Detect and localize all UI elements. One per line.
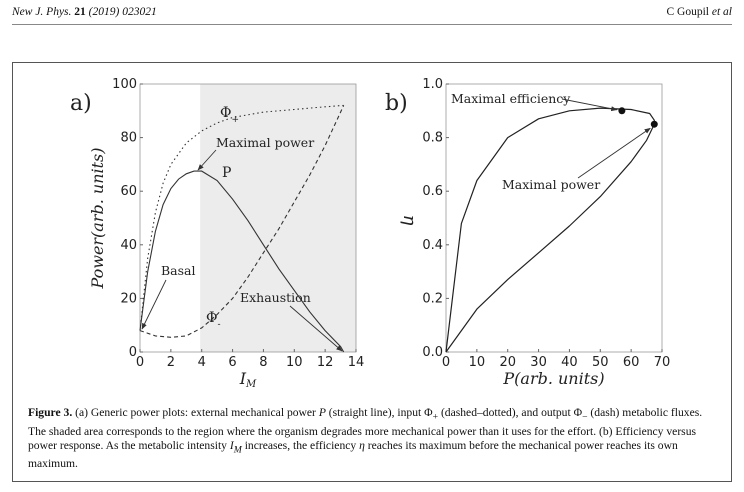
x-tick-label: 40: [561, 355, 578, 370]
y-tick-label: 80: [120, 131, 137, 146]
caption-p: P: [318, 406, 326, 419]
panel-a-axes-frame: [139, 83, 357, 353]
y-tick-label: 20: [120, 291, 137, 306]
panel-b-chart: 0 10 20 30 40 50 60 70 0.0 0.2 0.4 0.6 0.8 1.0 b) P(arb…: [385, 77, 670, 388]
author-name: C Goupil: [666, 6, 710, 18]
annotation-p: P: [222, 165, 231, 181]
x-tick-label: 4: [198, 355, 206, 370]
panel-b-ylabel: η: [399, 215, 420, 226]
header-rule: [12, 24, 732, 25]
x-tick-label: 0: [136, 355, 144, 370]
caption-m: M: [233, 444, 242, 456]
arrow-maximal-power-b: [577, 127, 651, 179]
x-tick-label: 14: [348, 355, 365, 370]
y-tick-label: 0.4: [422, 238, 443, 253]
efficiency-curve: [445, 107, 655, 353]
y-tick-label: 1.0: [422, 77, 443, 92]
y-tick-label: 0.8: [422, 131, 443, 146]
x-tick-label: 10: [286, 355, 303, 370]
page-header: New J. Phys. 21 (2019) 023021 C Goupil e…: [12, 6, 732, 22]
x-tick-label: 10: [469, 355, 486, 370]
caption-text-1: (a) Generic power plots: external mechan…: [72, 406, 319, 419]
caption-text-5: increases, the efficiency: [241, 438, 360, 452]
arrow-basal: [141, 279, 167, 330]
series-line-dashdot: [139, 104, 344, 331]
x-tick-label: 60: [623, 355, 640, 370]
arrow-exhaustion: [289, 305, 343, 352]
y-tick-label: 60: [120, 184, 137, 199]
annotation-maximal-efficiency: Maximal efficiency: [451, 91, 571, 106]
marker-point: [650, 120, 658, 128]
annotation-phi-minus: Φ-: [206, 310, 221, 330]
series-line-dashed: [139, 105, 345, 338]
shaded-region: [200, 84, 356, 352]
annotation-maximal-power-b: Maximal power: [502, 177, 600, 192]
journal-citation: New J. Phys. 21 (2019) 023021: [12, 6, 157, 18]
panel-a-chart: 0 2 4 6 8 10 12 14 0 20 40 60 80 100 a) IM Power(arb. un…: [70, 77, 364, 390]
x-tick-label: 8: [259, 355, 267, 370]
annotation-maximal-power-a: Maximal power: [216, 135, 314, 150]
panel-b-axes-frame: [445, 83, 663, 353]
panel-b-label: b): [385, 91, 408, 116]
caption-minus: −: [582, 411, 588, 423]
caption-i: I: [229, 438, 234, 452]
series-line-solid: [139, 170, 345, 353]
panel-a-label: a): [70, 91, 92, 116]
x-tick-label: 50: [592, 355, 609, 370]
y-tick-label: 0: [129, 345, 137, 360]
journal-year-article: (2019) 023021: [88, 6, 157, 18]
journal-volume: 21: [74, 6, 86, 18]
x-tick-label: 12: [317, 355, 334, 370]
x-tick-label: 30: [530, 355, 547, 370]
caption-eta: η: [359, 438, 365, 452]
arrow-maximal-efficiency: [561, 98, 618, 112]
annotation-exhaustion: Exhaustion: [240, 290, 311, 305]
x-tick-label: 70: [654, 355, 671, 370]
y-tick-label: 0.6: [422, 184, 443, 199]
caption-text-3: (dashed–dotted), and output Φ: [438, 406, 583, 419]
caption-text-6: reaches its maximum before the mechanica…: [28, 438, 678, 471]
y-tick-label: 0.2: [422, 291, 443, 306]
marker-point: [618, 107, 626, 115]
caption-text-2: (straight line), input Φ: [325, 406, 433, 419]
x-tick-label: 6: [228, 355, 236, 370]
y-tick-label: 100: [112, 77, 137, 92]
figure-caption: Figure 3. (a) Generic power plots: exter…: [28, 406, 718, 471]
annotation-basal: Basal: [161, 263, 196, 278]
caption-label: Figure 3.: [28, 406, 73, 419]
figure-frame: [12, 62, 732, 482]
caption-text-4: (dash) metabolic fluxes. The shaded area…: [28, 406, 703, 452]
author-etal: et al: [711, 6, 732, 18]
caption-plus: +: [432, 411, 439, 423]
x-tick-label: 20: [499, 355, 516, 370]
y-tick-label: 0.0: [422, 345, 443, 360]
y-tick-label: 40: [120, 238, 137, 253]
x-tick-label: 2: [167, 355, 175, 370]
author-line: C Goupil et al: [667, 6, 733, 18]
panel-a-ylabel: Power(arb. units): [88, 147, 107, 289]
x-tick-label: 0: [442, 355, 450, 370]
journal-name: New J. Phys.: [12, 6, 72, 18]
arrow-maximal-power-a: [197, 149, 217, 171]
panel-b-xlabel: P(arb. units): [502, 369, 604, 388]
panel-a-xlabel: IM: [239, 369, 257, 390]
